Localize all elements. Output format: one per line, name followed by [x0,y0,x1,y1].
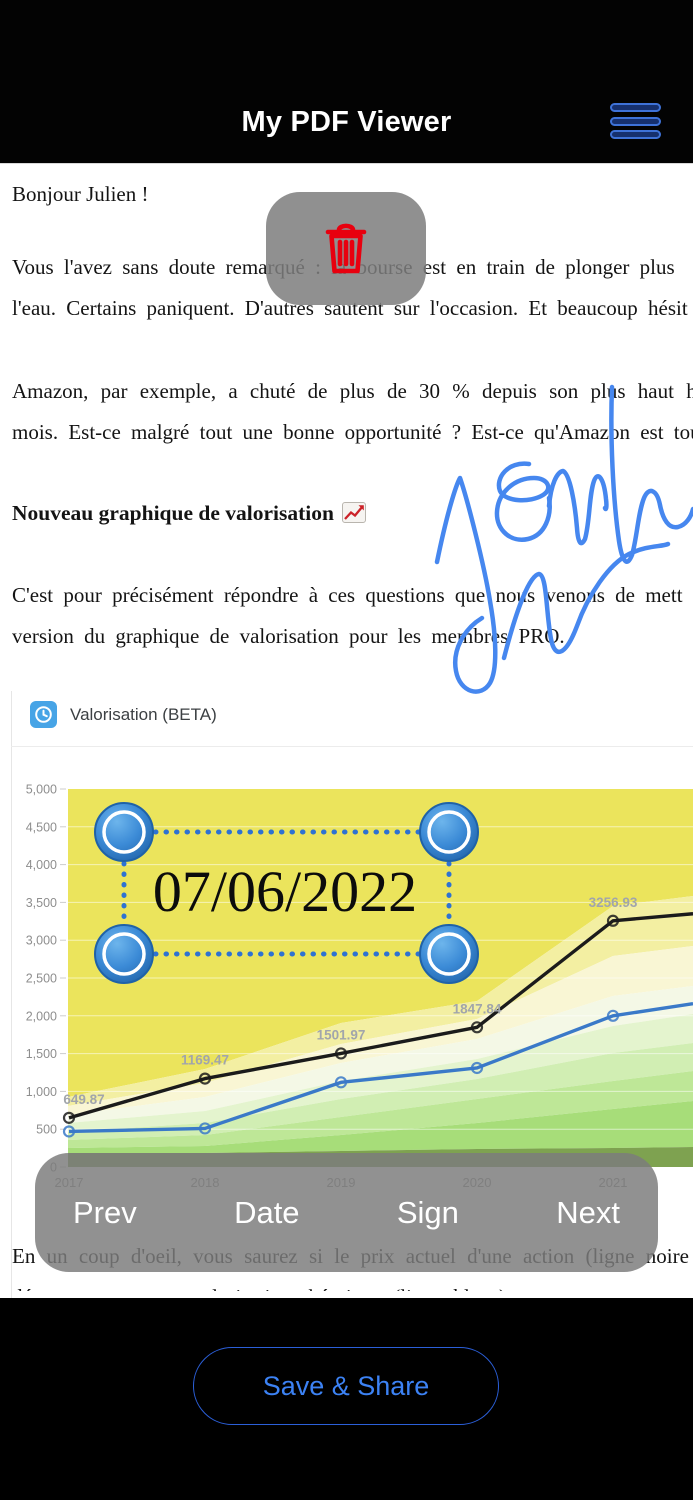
selection-handles[interactable] [94,802,479,984]
valuation-chart: 05001,0001,5002,0002,5003,0003,5004,0004… [26,783,693,1190]
svg-text:1847.84: 1847.84 [453,1001,502,1016]
svg-text:3256.93: 3256.93 [589,895,638,910]
prev-button[interactable]: Prev [73,1194,137,1230]
svg-text:3,000: 3,000 [26,934,57,948]
chart-increasing-emoji [341,502,366,529]
date-stamp-text[interactable]: 07/06/2022 [153,859,417,924]
doc-section-heading: Nouveau graphique de valorisation [12,501,366,529]
chart-card-border [11,691,12,1298]
delete-annotation-button[interactable] [266,192,426,305]
svg-text:649.87: 649.87 [63,1092,104,1107]
card-separator [11,746,693,747]
doc-para3-line2: version du graphique de valorisation pou… [12,624,565,648]
svg-text:1,500: 1,500 [26,1047,57,1061]
svg-text:2,500: 2,500 [26,972,57,986]
trash-icon [325,223,367,274]
svg-text:3,500: 3,500 [26,896,57,910]
svg-text:1169.47: 1169.47 [181,1053,229,1068]
svg-text:2,000: 2,000 [26,1009,57,1023]
doc-para2-line2: mois. Est-ce malgré tout une bonne oppor… [12,420,693,444]
svg-text:4,000: 4,000 [26,858,57,872]
pdf-page: Bonjour Julien ! Vous l'avez sans doute … [0,163,693,1298]
save-share-button[interactable]: Save & Share [193,1347,499,1425]
chart-card-header: Valorisation (BETA) [11,691,693,746]
svg-text:500: 500 [36,1123,57,1137]
clock-icon [30,701,57,728]
app-title: My PDF Viewer [241,106,452,138]
doc-para3-line1: C'est pour précisément répondre à ces qu… [12,583,683,607]
svg-text:5,000: 5,000 [26,783,57,797]
date-stamp-annotation[interactable]: 07/06/2022 [0,781,693,1011]
doc-greeting: Bonjour Julien ! [12,182,149,206]
sign-button[interactable]: Sign [396,1194,459,1230]
svg-text:4,500: 4,500 [26,820,57,834]
date-button[interactable]: Date [234,1194,300,1230]
app-header: My PDF Viewer [0,0,693,163]
doc-clipped-line: dépasse ou non sa valorisation théorique… [12,1285,693,1291]
svg-text:1,000: 1,000 [26,1085,57,1099]
menu-icon[interactable] [610,103,663,143]
next-button[interactable]: Next [556,1194,620,1230]
annotation-toolbar: Prev Date Sign Next [35,1153,658,1272]
svg-text:1501.97: 1501.97 [317,1027,366,1042]
chart-card-title: Valorisation (BETA) [70,705,217,724]
doc-para2-line1: Amazon, par exemple, a chuté de plus de … [12,379,693,403]
